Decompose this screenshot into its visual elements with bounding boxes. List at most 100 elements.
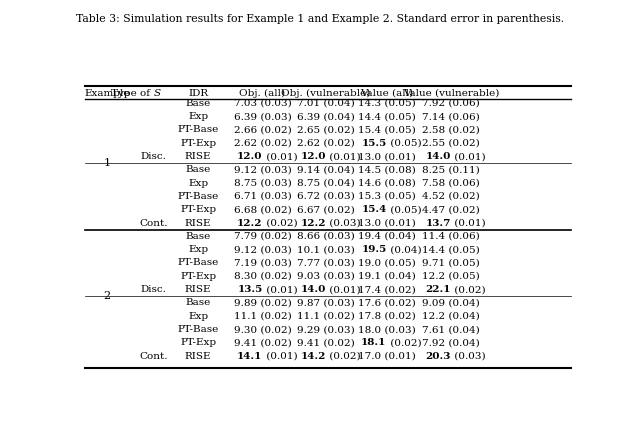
Text: 9.03 (0.03): 9.03 (0.03)	[297, 272, 355, 281]
Text: 1: 1	[104, 158, 111, 168]
Text: 18.1: 18.1	[361, 338, 387, 347]
Text: Exp: Exp	[188, 312, 208, 321]
Text: 19.5: 19.5	[361, 245, 387, 254]
Text: (0.03): (0.03)	[451, 352, 486, 361]
Text: PT-Base: PT-Base	[177, 325, 219, 334]
Text: 2.62 (0.02): 2.62 (0.02)	[234, 139, 291, 148]
Text: 15.5: 15.5	[361, 139, 387, 148]
Text: Exp: Exp	[188, 245, 208, 254]
Text: 9.29 (0.03): 9.29 (0.03)	[297, 325, 355, 334]
Text: 4.47 (0.02): 4.47 (0.02)	[422, 205, 480, 214]
Text: (0.01): (0.01)	[451, 152, 486, 161]
Text: 15.4 (0.05): 15.4 (0.05)	[358, 125, 415, 135]
Text: 7.79 (0.02): 7.79 (0.02)	[234, 232, 291, 241]
Text: 7.77 (0.03): 7.77 (0.03)	[297, 259, 355, 268]
Text: (0.05): (0.05)	[387, 205, 421, 214]
Text: 2.62 (0.02): 2.62 (0.02)	[297, 139, 355, 148]
Text: (0.02): (0.02)	[387, 338, 421, 347]
Text: 9.12 (0.03): 9.12 (0.03)	[234, 245, 291, 254]
Text: Value (all): Value (all)	[360, 89, 413, 97]
Text: (0.02): (0.02)	[451, 285, 486, 294]
Text: 17.6 (0.02): 17.6 (0.02)	[358, 298, 415, 307]
Text: Disc.: Disc.	[140, 152, 166, 161]
Text: RISE: RISE	[185, 285, 211, 294]
Text: 17.0 (0.01): 17.0 (0.01)	[358, 352, 415, 361]
Text: 14.6 (0.08): 14.6 (0.08)	[358, 179, 415, 188]
Text: PT-Base: PT-Base	[177, 192, 219, 201]
Text: 8.75 (0.03): 8.75 (0.03)	[234, 179, 291, 188]
Text: 6.39 (0.04): 6.39 (0.04)	[297, 112, 355, 121]
Text: PT-Base: PT-Base	[177, 125, 219, 135]
Text: 8.30 (0.02): 8.30 (0.02)	[234, 272, 291, 281]
Text: 19.0 (0.05): 19.0 (0.05)	[358, 259, 415, 268]
Text: Type of: Type of	[111, 89, 154, 97]
Text: Base: Base	[186, 232, 211, 241]
Text: 9.89 (0.02): 9.89 (0.02)	[234, 298, 291, 307]
Text: (0.05): (0.05)	[387, 139, 421, 148]
Text: 14.4 (0.05): 14.4 (0.05)	[422, 245, 480, 254]
Text: (0.01): (0.01)	[326, 152, 361, 161]
Text: (0.01): (0.01)	[262, 352, 297, 361]
Text: Example: Example	[84, 89, 130, 97]
Text: 7.61 (0.04): 7.61 (0.04)	[422, 325, 480, 334]
Text: 22.1: 22.1	[426, 285, 451, 294]
Text: 13.7: 13.7	[426, 219, 451, 227]
Text: S: S	[154, 89, 161, 97]
Text: 8.75 (0.04): 8.75 (0.04)	[297, 179, 355, 188]
Text: (0.04): (0.04)	[387, 245, 421, 254]
Text: 2.65 (0.02): 2.65 (0.02)	[297, 125, 355, 135]
Text: IDR: IDR	[188, 89, 208, 97]
Text: 7.58 (0.06): 7.58 (0.06)	[422, 179, 480, 188]
Text: PT-Base: PT-Base	[177, 259, 219, 268]
Text: 14.1: 14.1	[237, 352, 262, 361]
Text: 17.8 (0.02): 17.8 (0.02)	[358, 312, 415, 321]
Text: 18.0 (0.03): 18.0 (0.03)	[358, 325, 415, 334]
Text: 7.19 (0.03): 7.19 (0.03)	[234, 259, 291, 268]
Text: 19.4 (0.04): 19.4 (0.04)	[358, 232, 415, 241]
Text: 6.71 (0.03): 6.71 (0.03)	[234, 192, 291, 201]
Text: 9.09 (0.04): 9.09 (0.04)	[422, 298, 480, 307]
Text: 14.0: 14.0	[426, 152, 451, 161]
Text: 12.2: 12.2	[301, 219, 326, 227]
Text: 7.92 (0.06): 7.92 (0.06)	[422, 99, 480, 108]
Text: 8.66 (0.03): 8.66 (0.03)	[297, 232, 355, 241]
Text: Cont.: Cont.	[139, 352, 168, 361]
Text: 10.1 (0.03): 10.1 (0.03)	[297, 245, 355, 254]
Text: 11.1 (0.02): 11.1 (0.02)	[234, 312, 291, 321]
Text: 17.4 (0.02): 17.4 (0.02)	[358, 285, 415, 294]
Text: 13.0 (0.01): 13.0 (0.01)	[358, 152, 415, 161]
Text: 14.2: 14.2	[301, 352, 326, 361]
Text: 12.2: 12.2	[237, 219, 262, 227]
Text: 9.12 (0.03): 9.12 (0.03)	[234, 165, 291, 174]
Text: 7.01 (0.04): 7.01 (0.04)	[297, 99, 355, 108]
Text: 12.2 (0.04): 12.2 (0.04)	[422, 312, 480, 321]
Text: RISE: RISE	[185, 152, 211, 161]
Text: 9.41 (0.02): 9.41 (0.02)	[297, 338, 355, 347]
Text: PT-Exp: PT-Exp	[180, 338, 216, 347]
Text: Value (vulnerable): Value (vulnerable)	[403, 89, 499, 97]
Text: 2.66 (0.02): 2.66 (0.02)	[234, 125, 291, 135]
Text: (0.01): (0.01)	[262, 152, 297, 161]
Text: Exp: Exp	[188, 112, 208, 121]
Text: 11.1 (0.02): 11.1 (0.02)	[297, 312, 355, 321]
Text: 13.0 (0.01): 13.0 (0.01)	[358, 219, 415, 227]
Text: 9.30 (0.02): 9.30 (0.02)	[234, 325, 291, 334]
Text: 6.67 (0.02): 6.67 (0.02)	[297, 205, 355, 214]
Text: 15.4: 15.4	[361, 205, 387, 214]
Text: Table 3: Simulation results for Example 1 and Example 2. Standard error in paren: Table 3: Simulation results for Example …	[76, 14, 564, 24]
Text: Disc.: Disc.	[140, 285, 166, 294]
Text: 9.41 (0.02): 9.41 (0.02)	[234, 338, 291, 347]
Text: 20.3: 20.3	[426, 352, 451, 361]
Text: 12.2 (0.05): 12.2 (0.05)	[422, 272, 480, 281]
Text: Cont.: Cont.	[139, 219, 168, 227]
Text: (0.01): (0.01)	[451, 219, 486, 227]
Text: Obj. (vulnerable): Obj. (vulnerable)	[282, 89, 371, 97]
Text: 15.3 (0.05): 15.3 (0.05)	[358, 192, 415, 201]
Text: 4.52 (0.02): 4.52 (0.02)	[422, 192, 480, 201]
Text: 9.87 (0.03): 9.87 (0.03)	[297, 298, 355, 307]
Text: 7.14 (0.06): 7.14 (0.06)	[422, 112, 480, 121]
Text: Exp: Exp	[188, 179, 208, 188]
Text: Base: Base	[186, 298, 211, 307]
Text: PT-Exp: PT-Exp	[180, 139, 216, 148]
Text: RISE: RISE	[185, 352, 211, 361]
